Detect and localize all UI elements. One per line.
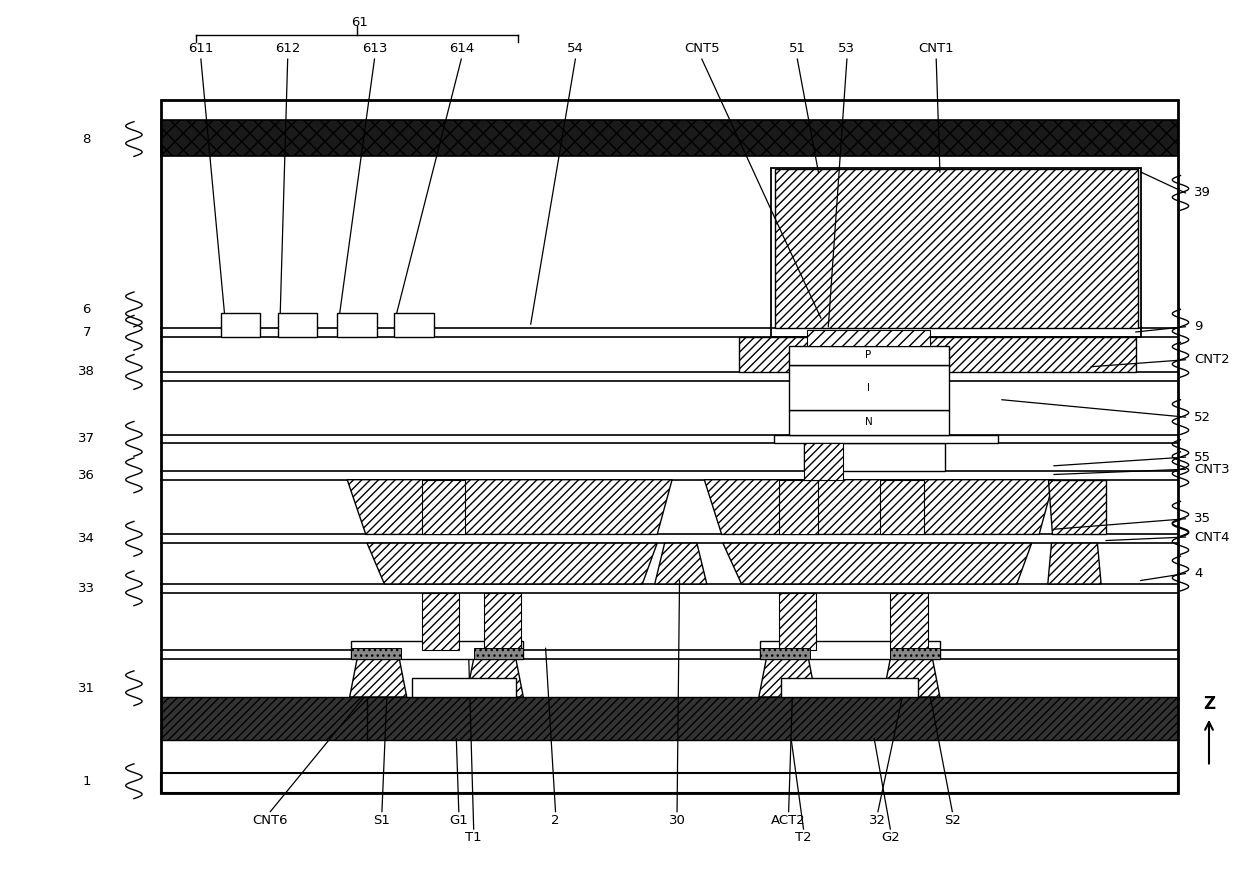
Text: 54: 54 — [567, 43, 584, 55]
Polygon shape — [1048, 543, 1101, 584]
Text: T2: T2 — [795, 832, 812, 844]
Text: 30: 30 — [668, 814, 686, 826]
Text: 52: 52 — [1194, 411, 1211, 423]
Text: 613: 613 — [362, 43, 387, 55]
Bar — [807, 330, 930, 346]
Bar — [771, 168, 1141, 337]
Text: N: N — [864, 417, 873, 428]
Text: CNT6: CNT6 — [253, 814, 288, 826]
Text: 55: 55 — [1194, 451, 1211, 463]
Text: 38: 38 — [78, 366, 95, 378]
Text: G2: G2 — [880, 832, 900, 844]
Bar — [890, 593, 928, 650]
Text: CNT3: CNT3 — [1194, 463, 1230, 475]
Bar — [789, 365, 949, 410]
Polygon shape — [347, 480, 672, 534]
Text: 35: 35 — [1194, 513, 1211, 525]
Bar — [161, 120, 1178, 156]
Text: 32: 32 — [869, 814, 887, 826]
Text: 53: 53 — [838, 43, 856, 55]
Polygon shape — [759, 659, 816, 697]
Polygon shape — [466, 659, 523, 697]
Text: G1: G1 — [449, 814, 469, 826]
Bar — [760, 641, 940, 659]
Text: 33: 33 — [78, 582, 95, 594]
Text: 34: 34 — [78, 533, 95, 545]
Text: Z: Z — [1203, 695, 1215, 713]
Text: 7: 7 — [83, 327, 91, 339]
Bar — [760, 648, 810, 659]
Bar — [422, 593, 459, 650]
Bar — [484, 593, 521, 650]
Bar — [775, 169, 1138, 328]
Bar — [804, 443, 843, 480]
Bar — [781, 678, 918, 697]
Text: 6: 6 — [83, 303, 91, 315]
Bar — [789, 410, 949, 434]
Text: CNT4: CNT4 — [1194, 531, 1230, 543]
Text: 611: 611 — [188, 43, 213, 55]
Bar — [337, 313, 377, 337]
Text: 37: 37 — [78, 433, 95, 445]
Bar — [351, 641, 523, 659]
Bar — [394, 313, 434, 337]
Bar — [412, 678, 516, 697]
Bar — [474, 648, 523, 659]
Polygon shape — [704, 480, 1054, 534]
Text: 614: 614 — [449, 43, 474, 55]
Bar — [161, 100, 1178, 793]
Bar — [779, 593, 816, 650]
Text: CNT1: CNT1 — [919, 43, 954, 55]
Text: CNT5: CNT5 — [684, 43, 719, 55]
Bar — [161, 773, 1178, 793]
Text: ACT2: ACT2 — [771, 814, 806, 826]
Bar — [278, 313, 317, 337]
Bar — [351, 648, 401, 659]
Text: 36: 36 — [78, 469, 95, 481]
Polygon shape — [883, 659, 940, 697]
Text: 612: 612 — [275, 43, 300, 55]
Text: 1: 1 — [83, 775, 91, 787]
Bar — [804, 443, 945, 471]
Text: 4: 4 — [1194, 567, 1203, 580]
Text: CNT2: CNT2 — [1194, 354, 1230, 366]
Text: P: P — [866, 350, 872, 361]
Bar — [789, 346, 949, 365]
Bar — [779, 480, 818, 534]
Text: S2: S2 — [944, 814, 961, 826]
Bar — [221, 313, 260, 337]
Text: I: I — [867, 382, 870, 393]
Text: 39: 39 — [1194, 187, 1211, 199]
Bar — [739, 337, 1136, 372]
Bar — [161, 697, 1178, 740]
Text: 9: 9 — [1194, 321, 1203, 333]
Bar — [880, 480, 924, 534]
Polygon shape — [655, 543, 707, 584]
Text: 8: 8 — [83, 133, 91, 145]
Bar — [890, 648, 940, 659]
Bar — [422, 480, 465, 534]
Bar — [808, 330, 858, 372]
Polygon shape — [350, 659, 407, 697]
Text: S1: S1 — [373, 814, 391, 826]
Polygon shape — [367, 543, 657, 584]
Text: 61: 61 — [351, 17, 368, 29]
Text: 2: 2 — [552, 814, 559, 826]
Bar — [774, 434, 998, 443]
Polygon shape — [723, 543, 1032, 584]
Text: 51: 51 — [789, 43, 806, 55]
Text: 31: 31 — [78, 682, 95, 694]
Polygon shape — [1048, 480, 1106, 534]
Text: T1: T1 — [465, 832, 482, 844]
